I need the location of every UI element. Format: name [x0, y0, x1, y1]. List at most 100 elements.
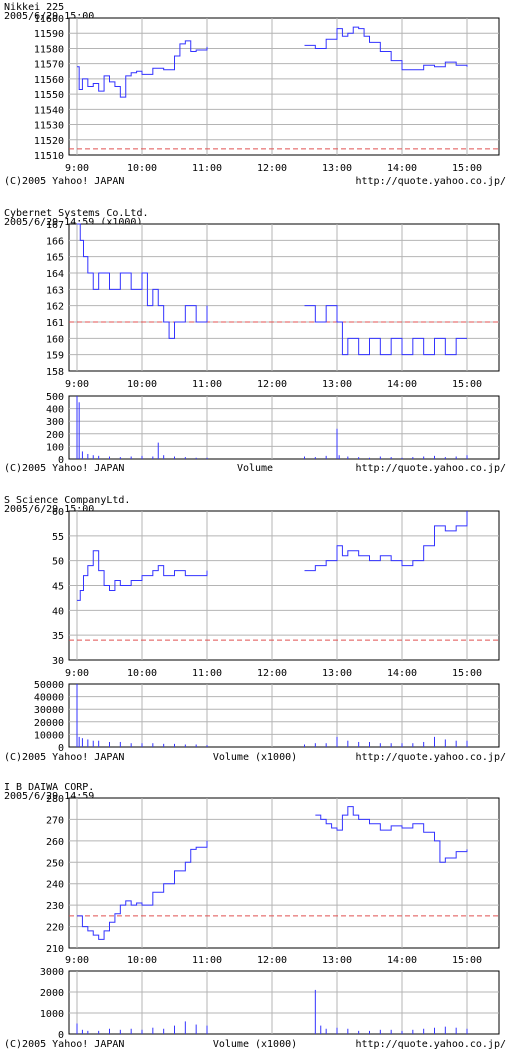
- price-y-tick: 35: [52, 631, 64, 642]
- x-tick-label: 10:00: [127, 668, 157, 679]
- volume-y-tick: 50000: [34, 680, 64, 691]
- price-y-tick: 220: [46, 923, 64, 934]
- price-series-line: [77, 840, 208, 940]
- price-y-tick: 159: [46, 351, 64, 362]
- price-frame: [68, 17, 500, 156]
- price-y-tick: 165: [46, 253, 64, 264]
- chart-subtitle: 2005/6/29 14:59 (x1000): [4, 217, 142, 228]
- volume-label: Volume: [237, 463, 273, 474]
- price-y-tick: 240: [46, 880, 64, 891]
- volume-y-tick: 10000: [34, 730, 64, 741]
- price-y-tick: 158: [46, 367, 64, 378]
- volume-frame: [68, 683, 500, 748]
- volume-y-tick: 1000: [40, 1009, 64, 1020]
- volume-frame: [68, 395, 500, 460]
- price-y-tick: 161: [46, 318, 64, 329]
- volume-y-tick: 30000: [34, 705, 64, 716]
- x-tick-label: 9:00: [65, 955, 89, 966]
- source-url: http://quote.yahoo.co.jp/: [355, 1039, 506, 1050]
- copyright-text: (C)2005 Yahoo! JAPAN: [4, 176, 124, 187]
- x-tick-label: 13:00: [322, 668, 352, 679]
- chart-title: Cybernet Systems Co.Ltd.: [4, 208, 149, 219]
- price-y-tick: 11570: [34, 60, 64, 71]
- x-tick-label: 10:00: [127, 379, 157, 390]
- volume-label: Volume (x1000): [213, 752, 297, 763]
- x-tick-label: 14:00: [387, 163, 417, 174]
- x-tick-label: 13:00: [322, 379, 352, 390]
- price-y-tick: 162: [46, 302, 64, 313]
- x-tick-label: 13:00: [322, 163, 352, 174]
- chart-3: S Science CompanyLtd.2005/6/29 15:00 30 35…: [4, 495, 506, 763]
- volume-y-tick: 0: [58, 455, 64, 466]
- price-series-line-afternoon: [304, 305, 467, 356]
- price-y-tick: 270: [46, 815, 64, 826]
- x-tick-label: 11:00: [192, 163, 222, 174]
- chart-subtitle: 2005/6/29 15:00: [4, 504, 94, 515]
- volume-y-tick: 100: [46, 442, 64, 453]
- x-tick-label: 12:00: [257, 955, 287, 966]
- price-y-tick: 230: [46, 901, 64, 912]
- price-series-line-afternoon: [304, 26, 468, 71]
- chart-subtitle: 2005/6/29 15:00: [4, 11, 94, 22]
- price-y-tick: 160: [46, 334, 64, 345]
- x-tick-label: 14:00: [387, 379, 417, 390]
- volume-y-tick: 400: [46, 405, 64, 416]
- price-y-tick: 11600: [34, 14, 64, 25]
- volume-frame: [68, 970, 500, 1035]
- price-y-tick: 11580: [34, 44, 64, 55]
- x-tick-label: 9:00: [65, 379, 89, 390]
- price-y-tick: 30: [52, 656, 64, 667]
- x-tick-label: 14:00: [387, 668, 417, 679]
- price-y-tick: 250: [46, 858, 64, 869]
- volume-y-tick: 500: [46, 392, 64, 403]
- price-y-tick: 11540: [34, 105, 64, 116]
- x-tick-label: 10:00: [127, 163, 157, 174]
- source-url: http://quote.yahoo.co.jp/: [355, 463, 506, 474]
- source-url: http://quote.yahoo.co.jp/: [355, 752, 506, 763]
- price-y-tick: 11560: [34, 75, 64, 86]
- chart-title: I B DAIWA CORP.: [4, 782, 94, 793]
- price-y-tick: 45: [52, 582, 64, 593]
- price-y-tick: 11550: [34, 90, 64, 101]
- x-tick-label: 11:00: [192, 955, 222, 966]
- chart-subtitle: 2005/6/29 14:59: [4, 791, 94, 802]
- source-url: http://quote.yahoo.co.jp/: [355, 176, 506, 187]
- price-frame: [68, 223, 500, 372]
- chart-title: S Science CompanyLtd.: [4, 495, 130, 506]
- volume-y-tick: 40000: [34, 693, 64, 704]
- price-series-line: [77, 40, 208, 98]
- price-y-tick: 60: [52, 507, 64, 518]
- price-y-tick: 55: [52, 532, 64, 543]
- x-tick-label: 9:00: [65, 163, 89, 174]
- volume-y-tick: 3000: [40, 967, 64, 978]
- price-y-tick: 163: [46, 285, 64, 296]
- x-tick-label: 10:00: [127, 955, 157, 966]
- volume-y-tick: 2000: [40, 988, 64, 999]
- price-series-line: [77, 550, 208, 601]
- price-y-tick: 210: [46, 944, 64, 955]
- chart-title: Nikkei 225: [4, 2, 64, 13]
- x-tick-label: 15:00: [452, 955, 482, 966]
- chart-4: I B DAIWA CORP.2005/6/29 14:59 210 220 230 2…: [4, 782, 506, 1050]
- x-tick-label: 9:00: [65, 668, 89, 679]
- x-tick-label: 11:00: [192, 379, 222, 390]
- price-y-tick: 167: [46, 220, 64, 231]
- x-tick-label: 15:00: [452, 163, 482, 174]
- price-y-tick: 280: [46, 794, 64, 805]
- x-tick-label: 12:00: [257, 379, 287, 390]
- volume-label: Volume (x1000): [213, 1039, 297, 1050]
- price-y-tick: 164: [46, 269, 64, 280]
- price-y-tick: 40: [52, 606, 64, 617]
- copyright-text: (C)2005 Yahoo! JAPAN: [4, 463, 124, 474]
- x-tick-label: 13:00: [322, 955, 352, 966]
- chart-2: Cybernet Systems Co.Ltd.2005/6/29 14:59 …: [4, 208, 506, 474]
- volume-y-tick: 200: [46, 430, 64, 441]
- volume-y-tick: 0: [58, 743, 64, 754]
- copyright-text: (C)2005 Yahoo! JAPAN: [4, 752, 124, 763]
- price-frame: [68, 797, 500, 949]
- price-y-tick: 260: [46, 837, 64, 848]
- price-y-tick: 166: [46, 236, 64, 247]
- price-y-tick: 11520: [34, 136, 64, 147]
